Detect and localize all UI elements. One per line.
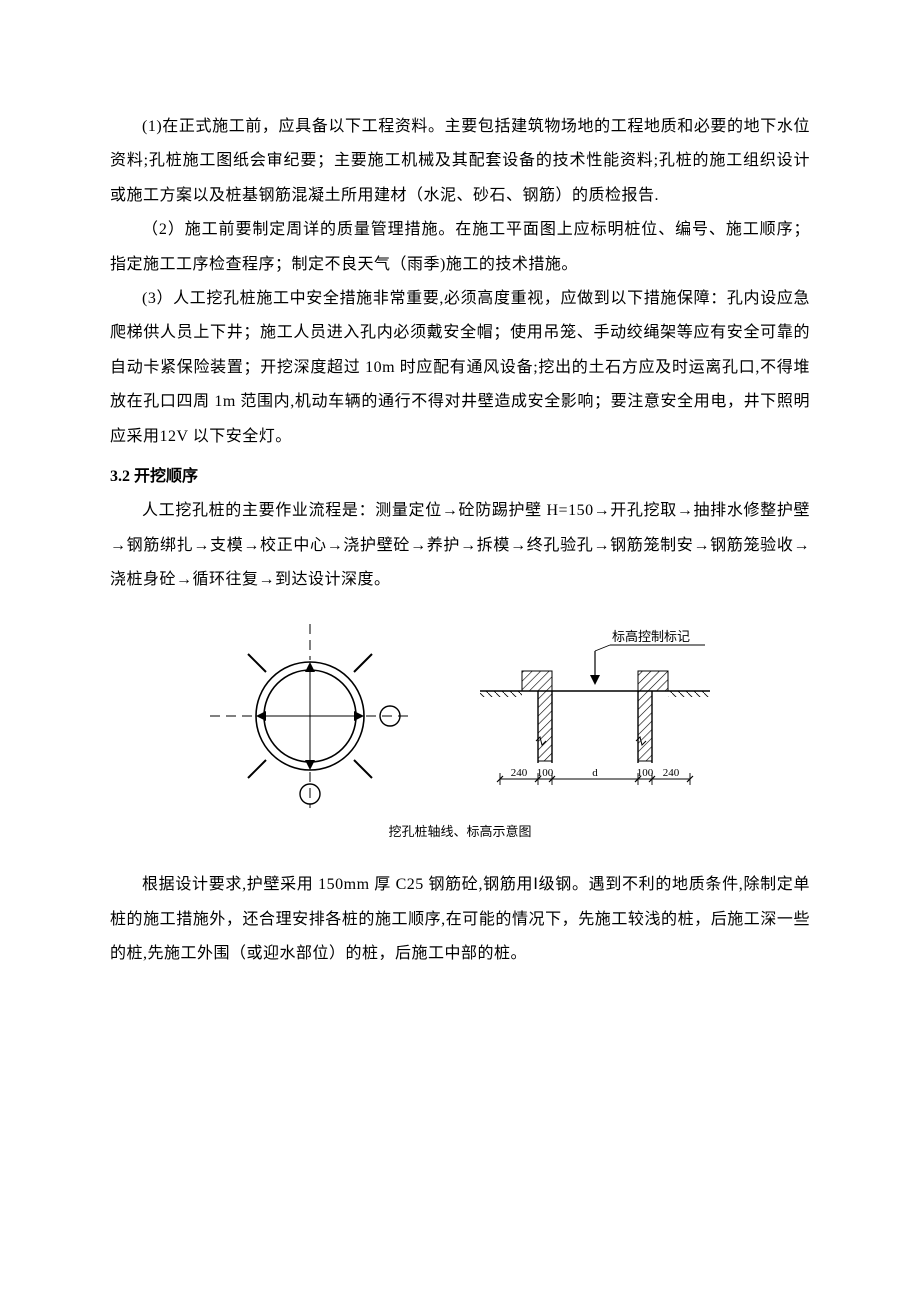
section-label: 标高控制标记 [612,629,690,644]
paragraph-5: 根据设计要求,护壁采用 150mm 厚 C25 钢筋砼,钢筋用Ⅰ级钢。遇到不利的… [110,868,810,971]
dim-5: 240 [663,767,680,779]
plan-view-circle [210,624,410,808]
paragraph-1: (1)在正式施工前，应具备以下工程资料。主要包括建筑物场地的工程地质和必要的地下… [110,110,810,213]
paragraph-3: (3）人工挖孔桩施工中安全措施非常重要,必须高度重视，应做到以下措施保障：孔内设… [110,282,810,454]
section-heading-3-2: 3.2 开挖顺序 [110,460,810,494]
dim-3: d [592,767,598,779]
section-view: 标高控制标记 [480,629,710,785]
figure-container: 标高控制标记 [110,621,810,811]
paragraph-4: 人工挖孔桩的主要作业流程是：测量定位→砼防踢护壁 H=150→开孔挖取→抽排水修… [110,494,810,597]
dim-4: 100 [637,767,654,779]
dim-2: 100 [537,767,554,779]
dim-1: 240 [511,767,528,779]
figure-caption: 挖孔桩轴线、标高示意图 [110,821,810,840]
pile-diagram-svg: 标高控制标记 [200,621,720,811]
paragraph-2: （2）施工前要制定周详的质量管理措施。在施工平面图上应标明桩位、编号、施工顺序；… [110,213,810,282]
